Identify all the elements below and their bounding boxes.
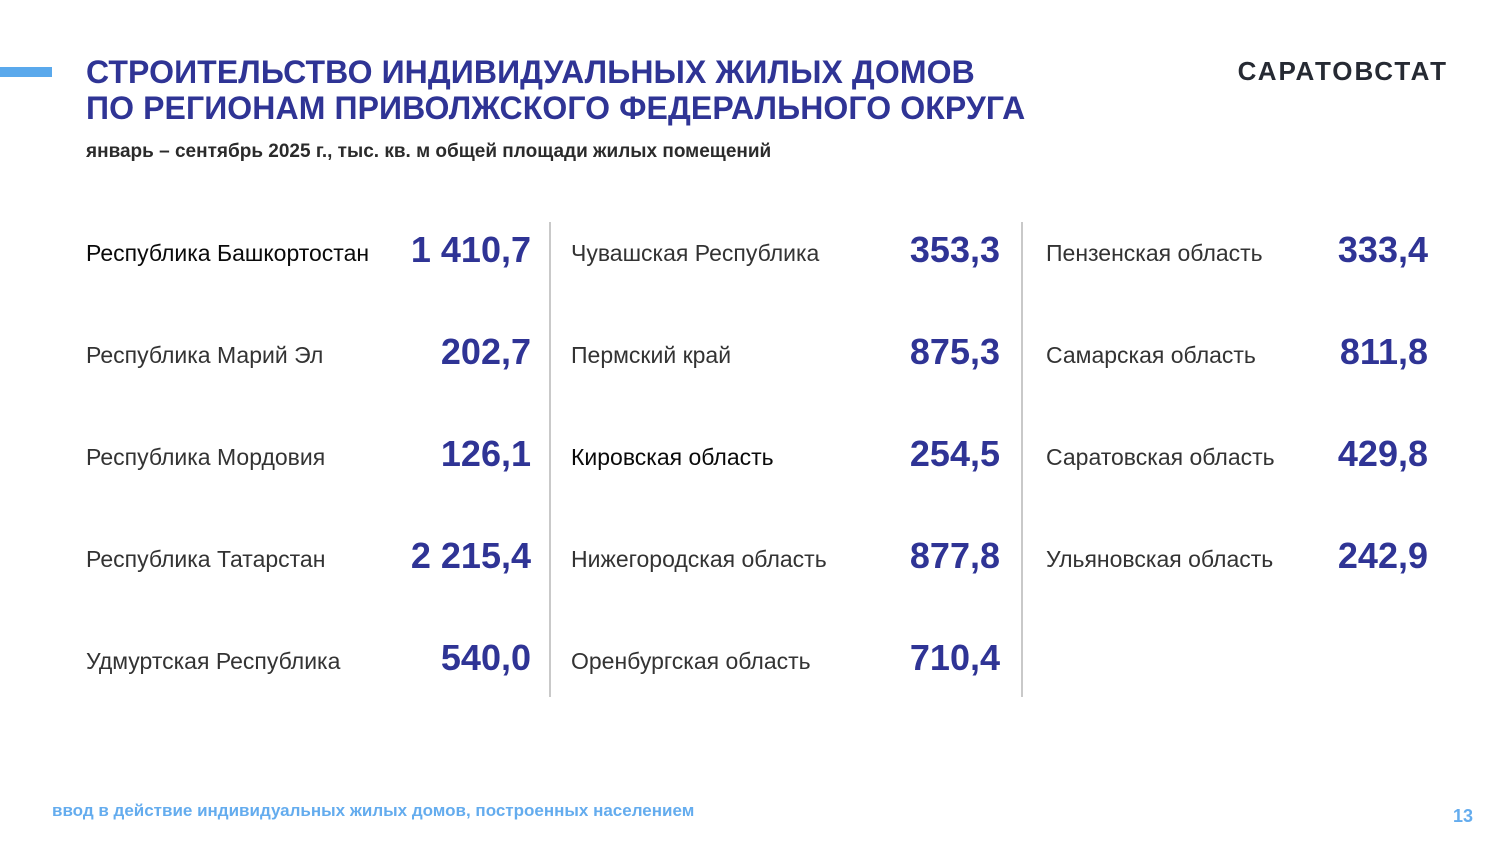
page-number: 13 (1452, 806, 1473, 826)
region-name: Пензенская область (1046, 240, 1263, 266)
region-name: Саратовская область (1046, 444, 1275, 470)
region-name: Удмуртская Республика (86, 648, 341, 674)
region-name: Пермский край (571, 342, 732, 368)
region-name: Республика Марий Эл (86, 342, 324, 368)
region-value: 877,8 (909, 535, 1000, 576)
region-value: 811,8 (1339, 331, 1428, 372)
region-row: Пермский край 875,3 (571, 324, 1000, 426)
region-name: Ульяновская область (1046, 546, 1274, 572)
accent-bar (0, 67, 52, 77)
region-value: 126,1 (440, 433, 531, 474)
region-value: 2 215,4 (410, 535, 531, 576)
region-value: 875,3 (909, 331, 1000, 372)
region-value: 202,7 (440, 331, 531, 372)
region-value: 242,9 (1337, 535, 1428, 576)
region-column-3: Пензенская область 333,4 Самарская облас… (1046, 222, 1428, 630)
region-row: Оренбургская область 710,4 (571, 630, 1000, 732)
region-row: Удмуртская Республика 540,0 (86, 630, 531, 732)
region-row: Чувашская Республика 353,3 (571, 222, 1000, 324)
region-row: Самарская область 811,8 (1046, 324, 1428, 426)
region-name: Нижегородская область (571, 546, 827, 572)
region-row: Саратовская область 429,8 (1046, 426, 1428, 528)
region-row: Республика Мордовия 126,1 (86, 426, 531, 528)
region-row: Ульяновская область 242,9 (1046, 528, 1428, 630)
region-value: 333,4 (1337, 229, 1428, 270)
brand-logo-text: САРАТОВСТАТ (1237, 56, 1448, 86)
region-name: Оренбургская область (571, 648, 811, 674)
region-row: Пензенская область 333,4 (1046, 222, 1428, 324)
footnote: ввод в действие индивидуальных жилых дом… (52, 801, 695, 820)
column-divider (549, 222, 551, 697)
region-value: 710,4 (909, 637, 1000, 678)
region-column-1: Республика Башкортостан 1 410,7 Республи… (86, 222, 531, 732)
region-row: Кировская область 254,5 (571, 426, 1000, 528)
region-value: 353,3 (909, 229, 1000, 270)
region-value: 254,5 (909, 433, 1000, 474)
region-value: 540,0 (440, 637, 531, 678)
region-name: Республика Мордовия (86, 444, 326, 470)
title-line-2: ПО РЕГИОНАМ ПРИВОЛЖСКОГО ФЕДЕРАЛЬНОГО ОК… (86, 90, 1026, 126)
column-divider (1021, 222, 1023, 697)
region-value: 1 410,7 (410, 229, 531, 270)
subtitle: январь – сентябрь 2025 г., тыс. кв. м об… (86, 141, 772, 162)
region-name: Самарская область (1046, 342, 1256, 368)
region-row: Нижегородская область 877,8 (571, 528, 1000, 630)
region-row: Республика Башкортостан 1 410,7 (86, 222, 531, 324)
region-name: Чувашская Республика (571, 240, 820, 266)
region-row: Республика Марий Эл 202,7 (86, 324, 531, 426)
title-line-1: СТРОИТЕЛЬСТВО ИНДИВИДУАЛЬНЫХ ЖИЛЫХ ДОМОВ (86, 54, 975, 90)
region-row: Республика Татарстан 2 215,4 (86, 528, 531, 630)
region-column-2: Чувашская Республика 353,3 Пермский край… (571, 222, 1000, 732)
region-value: 429,8 (1337, 433, 1428, 474)
region-name: Республика Татарстан (86, 546, 326, 572)
page-title: СТРОИТЕЛЬСТВО ИНДИВИДУАЛЬНЫХ ЖИЛЫХ ДОМОВ… (86, 54, 1025, 126)
region-name: Республика Башкортостан (86, 240, 370, 266)
region-name: Кировская область (571, 444, 774, 470)
